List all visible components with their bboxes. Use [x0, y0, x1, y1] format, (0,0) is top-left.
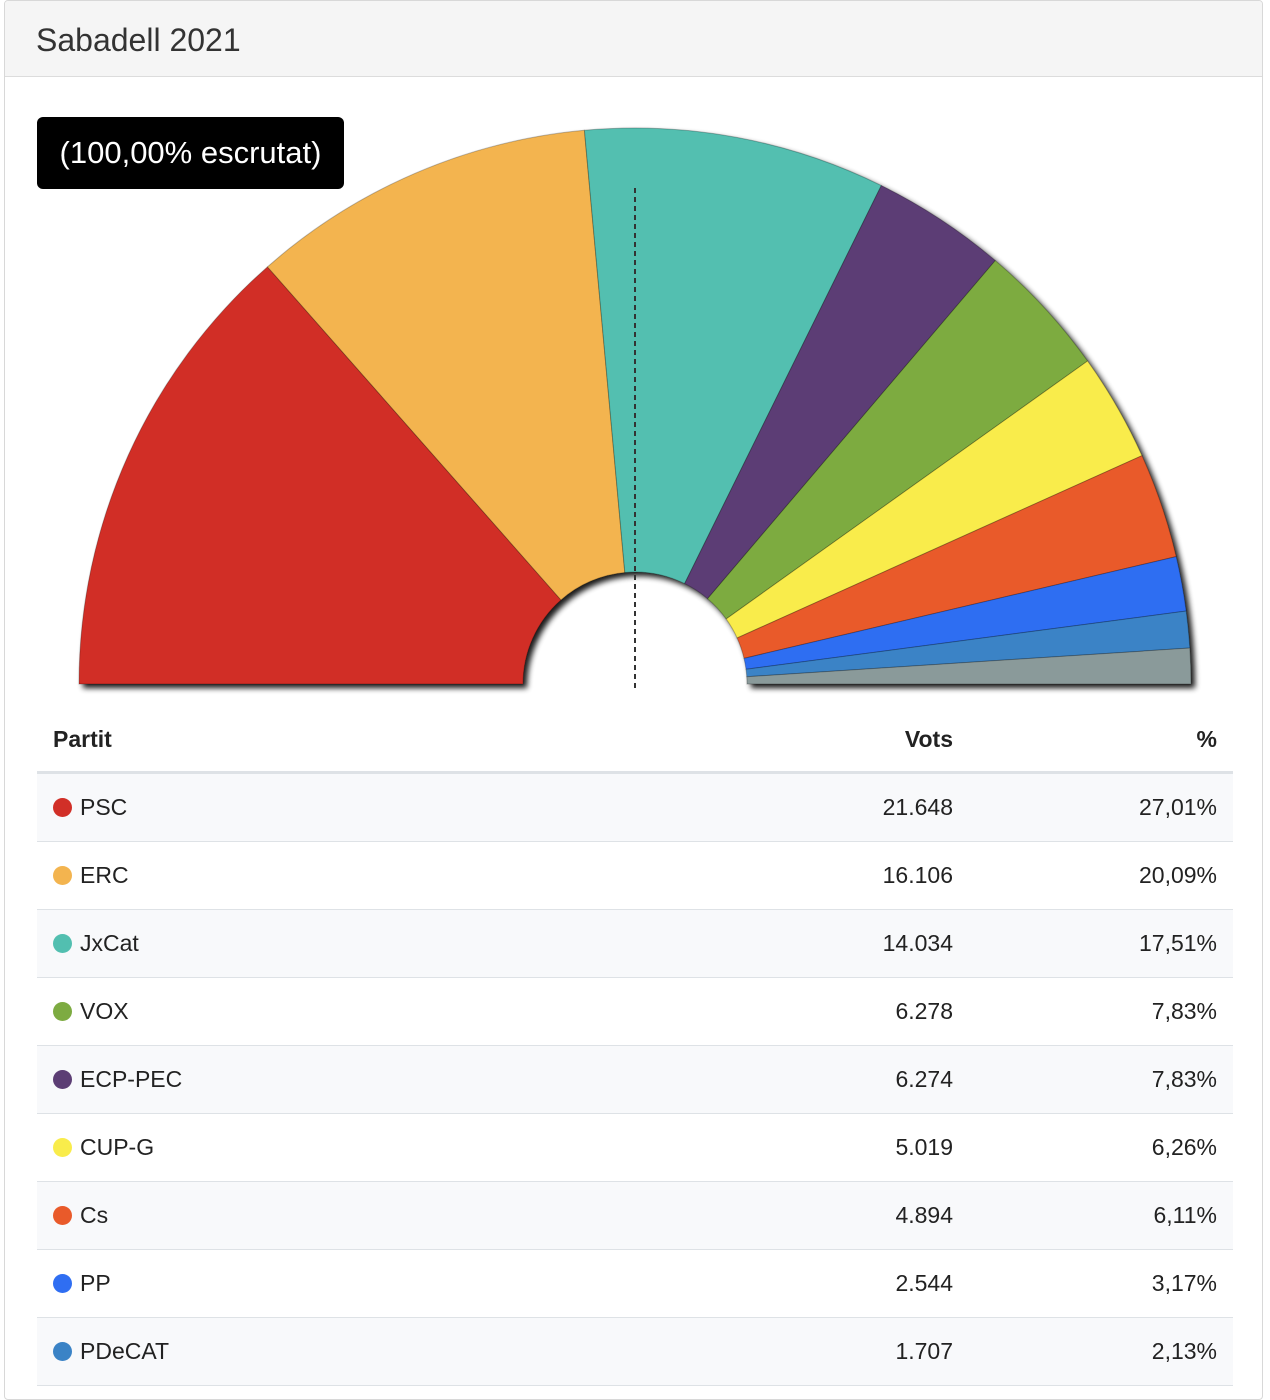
table-row: JxCat 14.034 17,51%: [37, 909, 1233, 978]
column-header-percent: %: [969, 708, 1233, 774]
results-table: Partit Vots % PSC 21.648 27,01% ERC 16.1…: [37, 708, 1233, 1386]
slice-jxcat: [583, 127, 882, 585]
table-row: PSC 21.648 27,01%: [37, 772, 1233, 842]
party-name: CUP-G: [80, 1134, 155, 1160]
percent-cell: 6,26%: [969, 1113, 1233, 1182]
party-color-dot: [53, 798, 72, 817]
party-cell: VOX: [37, 977, 729, 1046]
party-cell: PP: [37, 1249, 729, 1318]
votes-cell: 6.278: [729, 977, 969, 1046]
percent-cell: 7,83%: [969, 1045, 1233, 1114]
votes-cell: 6.274: [729, 1045, 969, 1114]
party-name: JxCat: [80, 930, 139, 956]
hemicycle-slices: [78, 127, 1192, 685]
party-name: VOX: [80, 998, 129, 1024]
votes-cell: 4.894: [729, 1181, 969, 1250]
votes-cell: 16.106: [729, 841, 969, 910]
party-cell: ERC: [37, 841, 729, 910]
party-name: ECP-PEC: [80, 1066, 183, 1092]
percent-cell: 17,51%: [969, 909, 1233, 978]
slice-psc: [78, 266, 562, 685]
votes-cell: 5.019: [729, 1113, 969, 1182]
party-color-dot: [53, 1342, 72, 1361]
panel-title: Sabadell 2021: [36, 22, 241, 58]
table-row: PDeCAT 1.707 2,13%: [37, 1317, 1233, 1386]
percent-cell: 6,11%: [969, 1181, 1233, 1250]
party-color-dot: [53, 1274, 72, 1293]
votes-cell: 2.544: [729, 1249, 969, 1318]
party-name: PDeCAT: [80, 1338, 170, 1364]
party-color-dot: [53, 1070, 72, 1089]
party-name: PP: [80, 1270, 111, 1296]
scrutiny-badge: (100,00% escrutat): [37, 117, 344, 189]
party-color-dot: [53, 934, 72, 953]
party-color-dot: [53, 1206, 72, 1225]
percent-cell: 3,17%: [969, 1249, 1233, 1318]
table-row: ECP-PEC 6.274 7,83%: [37, 1045, 1233, 1114]
party-color-dot: [53, 1138, 72, 1157]
party-name: ERC: [80, 862, 129, 888]
percent-cell: 7,83%: [969, 977, 1233, 1046]
slice-others: [746, 647, 1192, 685]
table-header-row: Partit Vots %: [37, 708, 1233, 774]
panel-header: Sabadell 2021: [5, 1, 1262, 77]
party-color-dot: [53, 866, 72, 885]
votes-cell: 1.707: [729, 1317, 969, 1386]
party-cell: PSC: [37, 772, 729, 842]
party-cell: Cs: [37, 1181, 729, 1250]
table-row: ERC 16.106 20,09%: [37, 841, 1233, 910]
party-color-dot: [53, 1002, 72, 1021]
table-row: CUP-G 5.019 6,26%: [37, 1113, 1233, 1182]
party-name: Cs: [80, 1202, 109, 1228]
percent-cell: 27,01%: [969, 772, 1233, 842]
votes-cell: 21.648: [729, 772, 969, 842]
table-row: Cs 4.894 6,11%: [37, 1181, 1233, 1250]
column-header-votes: Vots: [729, 708, 969, 774]
percent-cell: 2,13%: [969, 1317, 1233, 1386]
percent-cell: 20,09%: [969, 841, 1233, 910]
party-cell: CUP-G: [37, 1113, 729, 1182]
table-row: VOX 6.278 7,83%: [37, 977, 1233, 1046]
party-cell: JxCat: [37, 909, 729, 978]
results-panel: Sabadell 2021 (100,00% escrutat) Partit …: [4, 0, 1263, 1400]
column-header-party: Partit: [37, 708, 729, 774]
hemicycle-chart: [78, 127, 1192, 688]
party-cell: PDeCAT: [37, 1317, 729, 1386]
party-cell: ECP-PEC: [37, 1045, 729, 1114]
votes-cell: 14.034: [729, 909, 969, 978]
party-name: PSC: [80, 794, 128, 820]
slice-erc: [266, 129, 626, 601]
table-row: PP 2.544 3,17%: [37, 1249, 1233, 1318]
